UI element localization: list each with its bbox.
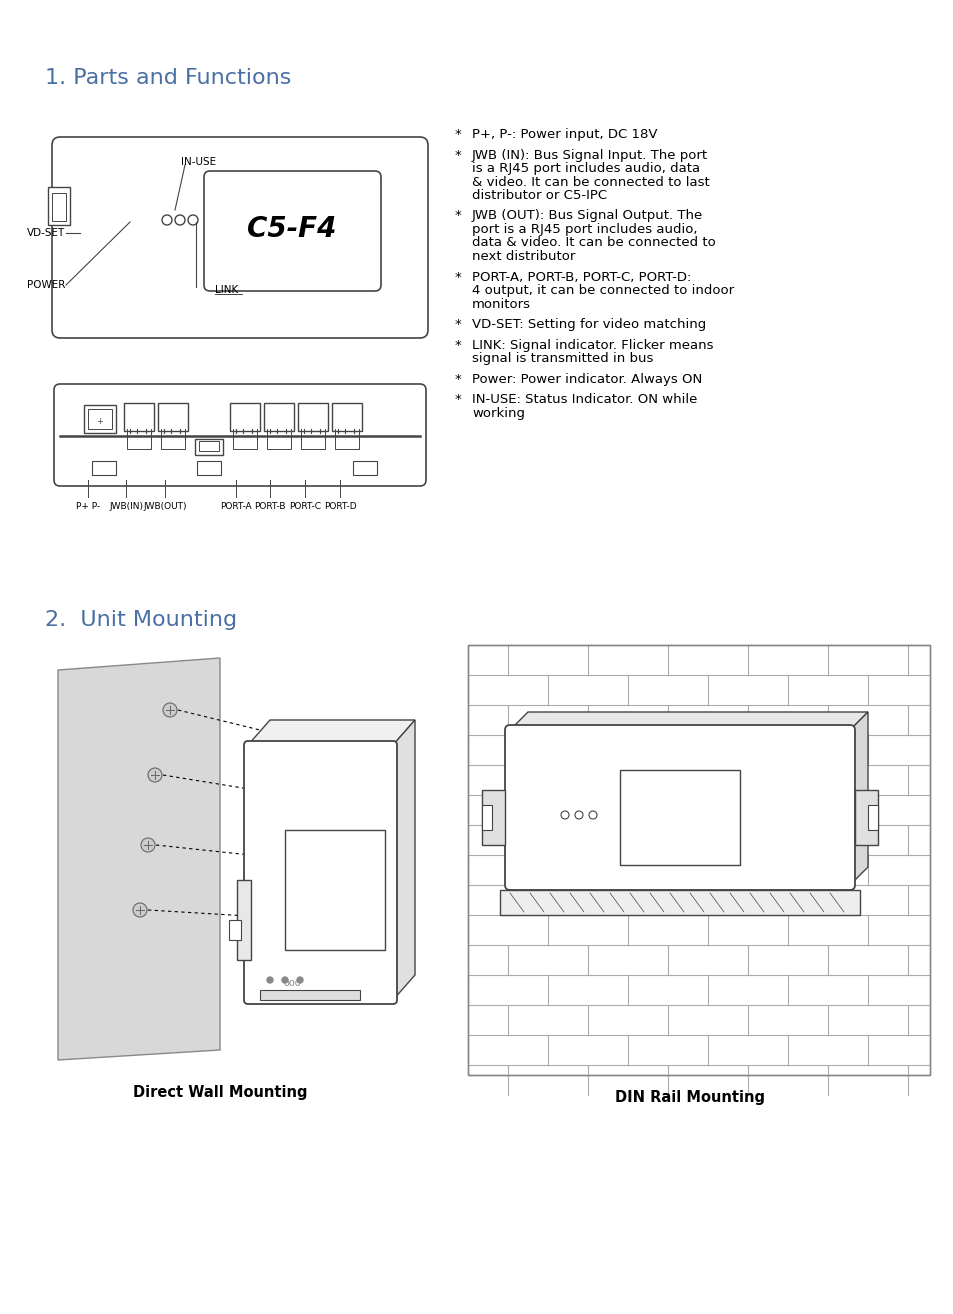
Circle shape <box>163 703 177 717</box>
Text: JWB(IN): JWB(IN) <box>109 502 143 511</box>
Text: monitors: monitors <box>472 297 531 310</box>
Text: *: * <box>455 393 461 406</box>
Text: P+ P-: P+ P- <box>76 502 100 511</box>
Polygon shape <box>481 790 504 845</box>
Text: 2.  Unit Mounting: 2. Unit Mounting <box>45 610 237 629</box>
Text: PORT-A: PORT-A <box>220 502 252 511</box>
Text: distributor or C5-IPC: distributor or C5-IPC <box>472 189 606 202</box>
FancyBboxPatch shape <box>504 725 854 890</box>
Bar <box>236 880 251 961</box>
Bar <box>88 409 112 428</box>
Text: *: * <box>455 127 461 141</box>
Text: next distributor: next distributor <box>472 250 575 263</box>
Bar <box>194 439 223 455</box>
Bar <box>196 461 221 474</box>
Text: Power: Power indicator. Always ON: Power: Power indicator. Always ON <box>472 372 701 385</box>
Text: is a RJ45 port includes audio, data: is a RJ45 port includes audio, data <box>472 162 700 175</box>
Circle shape <box>132 903 147 917</box>
Polygon shape <box>58 658 220 1060</box>
Text: *: * <box>455 271 461 284</box>
Text: PORT-B: PORT-B <box>254 502 286 511</box>
Bar <box>468 645 929 1075</box>
Text: IN-USE: Status Indicator. ON while: IN-USE: Status Indicator. ON while <box>472 393 697 406</box>
Text: VD-SET: VD-SET <box>27 229 65 238</box>
Text: DIN Rail Mounting: DIN Rail Mounting <box>615 1091 764 1105</box>
Text: JWB(OUT): JWB(OUT) <box>143 502 187 511</box>
Bar <box>124 403 153 431</box>
Text: PORT-C: PORT-C <box>289 502 320 511</box>
Bar <box>199 442 219 451</box>
Text: working: working <box>472 406 524 419</box>
Bar <box>481 805 492 830</box>
FancyBboxPatch shape <box>244 741 396 1004</box>
Bar <box>230 403 260 431</box>
Text: LINK: LINK <box>214 285 238 296</box>
Bar <box>52 193 66 221</box>
Circle shape <box>162 215 172 225</box>
Polygon shape <box>510 712 867 731</box>
Bar <box>867 805 877 830</box>
Text: & video. It can be connected to last: & video. It can be connected to last <box>472 176 709 188</box>
Bar <box>84 405 116 434</box>
Bar <box>332 403 361 431</box>
Bar <box>619 770 740 865</box>
Circle shape <box>188 215 198 225</box>
Polygon shape <box>248 720 415 745</box>
Polygon shape <box>849 712 867 886</box>
Bar <box>285 830 385 950</box>
Circle shape <box>282 978 288 983</box>
Polygon shape <box>854 790 877 845</box>
Text: PORT-D: PORT-D <box>323 502 355 511</box>
Text: *: * <box>455 148 461 162</box>
Text: data & video. It can be connected to: data & video. It can be connected to <box>472 237 715 250</box>
Text: JWB (OUT): Bus Signal Output. The: JWB (OUT): Bus Signal Output. The <box>472 209 702 222</box>
Polygon shape <box>499 890 859 915</box>
Bar <box>353 461 376 474</box>
Text: LINK: Signal indicator. Flicker means: LINK: Signal indicator. Flicker means <box>472 339 713 352</box>
Text: *: * <box>455 209 461 222</box>
Text: JWB (IN): Bus Signal Input. The port: JWB (IN): Bus Signal Input. The port <box>472 148 707 162</box>
FancyBboxPatch shape <box>54 384 426 486</box>
Text: 4 output, it can be connected to indoor: 4 output, it can be connected to indoor <box>472 284 734 297</box>
Bar <box>91 461 116 474</box>
Text: *: * <box>455 318 461 331</box>
Circle shape <box>575 811 582 819</box>
Bar <box>264 403 294 431</box>
FancyBboxPatch shape <box>204 171 380 290</box>
Bar <box>158 403 188 431</box>
Text: C5-F4: C5-F4 <box>247 215 336 243</box>
Bar <box>48 187 70 225</box>
Circle shape <box>296 978 303 983</box>
Bar <box>229 920 241 940</box>
Bar <box>468 645 929 1075</box>
Text: VD-SET: Setting for video matching: VD-SET: Setting for video matching <box>472 318 705 331</box>
Text: *: * <box>455 372 461 385</box>
Polygon shape <box>393 720 415 1000</box>
Circle shape <box>267 978 273 983</box>
Circle shape <box>148 767 162 782</box>
Text: Direct Wall Mounting: Direct Wall Mounting <box>132 1085 307 1100</box>
Circle shape <box>174 215 185 225</box>
Text: POWER: POWER <box>27 280 65 290</box>
Text: port is a RJ45 port includes audio,: port is a RJ45 port includes audio, <box>472 223 697 237</box>
Text: IN-USE: IN-USE <box>181 156 216 167</box>
Circle shape <box>588 811 597 819</box>
Text: P+, P-: Power input, DC 18V: P+, P-: Power input, DC 18V <box>472 127 657 141</box>
Text: signal is transmitted in bus: signal is transmitted in bus <box>472 352 653 365</box>
Text: PORT-A, PORT-B, PORT-C, PORT-D:: PORT-A, PORT-B, PORT-C, PORT-D: <box>472 271 691 284</box>
Circle shape <box>560 811 568 819</box>
Text: *: * <box>455 339 461 352</box>
Text: 1. Parts and Functions: 1. Parts and Functions <box>45 68 291 88</box>
Circle shape <box>141 838 154 851</box>
Bar <box>260 989 359 1000</box>
FancyBboxPatch shape <box>52 137 428 338</box>
Text: ooo: ooo <box>284 978 301 988</box>
Bar <box>297 403 328 431</box>
Text: +: + <box>96 417 103 426</box>
